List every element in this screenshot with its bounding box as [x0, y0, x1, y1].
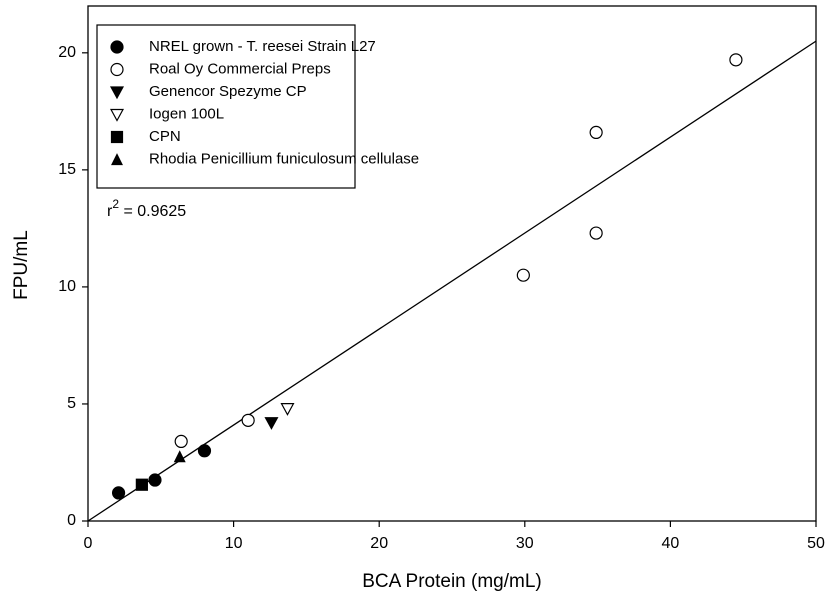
annotation-part: 2 [112, 197, 119, 211]
marker [729, 53, 743, 67]
y-tick-label: 5 [67, 395, 76, 412]
marker [241, 413, 255, 427]
x-tick-label: 20 [370, 535, 388, 552]
plot-frame [87, 5, 817, 522]
y-tick-label: 20 [58, 44, 76, 61]
x-axis-label: BCA Protein (mg/mL) [362, 571, 542, 592]
marker [197, 444, 212, 458]
x-tick-label: 30 [516, 535, 534, 552]
annotation-part: = 0.9625 [119, 203, 186, 220]
y-tick-label: 0 [67, 512, 76, 529]
legend-label: Rhodia Penicillium funiculosum cellulase [149, 150, 419, 167]
marker [109, 86, 125, 100]
marker [110, 40, 124, 54]
y-tick-label: 15 [58, 161, 76, 178]
marker [516, 268, 530, 282]
marker [174, 434, 188, 449]
marker [264, 417, 279, 430]
marker [589, 226, 603, 240]
y-tick-label: 10 [58, 278, 76, 295]
legend-box [96, 24, 356, 189]
marker [111, 486, 126, 500]
marker [111, 153, 123, 166]
x-tick-label: 10 [225, 535, 243, 552]
legend-label: Genencor Spezyme CP [149, 83, 307, 100]
legend-label: CPN [149, 128, 181, 145]
legend-label: NREL grown - T. reesei Strain L27 [149, 38, 376, 55]
x-tick-label: 50 [807, 535, 825, 552]
marker [148, 473, 162, 487]
y-axis-label: FPU/mL [11, 230, 32, 300]
marker [109, 108, 125, 122]
legend-label: Roal Oy Commercial Preps [149, 60, 331, 77]
annotation: r2 = 0.9625 [107, 197, 186, 220]
fit-line [87, 40, 817, 522]
marker [173, 450, 186, 463]
marker [110, 130, 124, 144]
marker [589, 125, 603, 140]
x-tick-label: 40 [662, 535, 680, 552]
annotation-part: r [107, 203, 113, 220]
marker [135, 478, 148, 491]
legend-label: Iogen 100L [149, 105, 224, 122]
marker [110, 62, 124, 77]
x-tick-label: 0 [84, 535, 93, 552]
marker [280, 403, 295, 416]
